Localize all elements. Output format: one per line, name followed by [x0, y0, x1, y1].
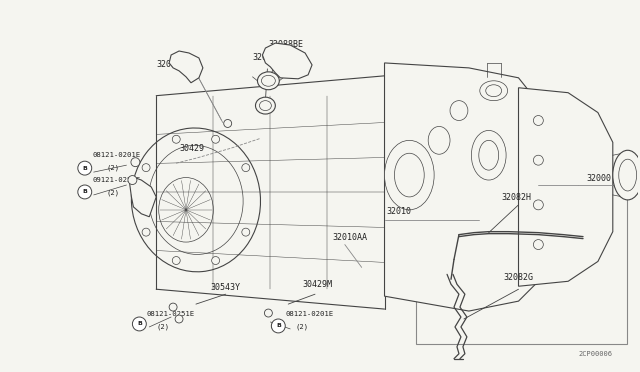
Text: 30543Y: 30543Y	[211, 283, 241, 292]
Ellipse shape	[450, 101, 468, 121]
Ellipse shape	[385, 140, 434, 210]
Text: B: B	[137, 321, 142, 327]
Circle shape	[172, 135, 180, 143]
Text: 32082H: 32082H	[502, 193, 532, 202]
Ellipse shape	[479, 140, 499, 170]
Text: (2): (2)	[295, 324, 308, 330]
Ellipse shape	[131, 128, 260, 272]
Text: B: B	[276, 323, 281, 328]
Circle shape	[172, 257, 180, 264]
Circle shape	[128, 176, 137, 185]
Ellipse shape	[612, 150, 640, 200]
Text: 08121-0201E: 08121-0201E	[93, 152, 141, 158]
Circle shape	[175, 315, 183, 323]
Polygon shape	[385, 63, 538, 311]
Ellipse shape	[472, 131, 506, 180]
Circle shape	[212, 257, 220, 264]
Polygon shape	[518, 88, 612, 286]
Circle shape	[142, 164, 150, 171]
Circle shape	[78, 161, 92, 175]
Circle shape	[271, 322, 279, 330]
Circle shape	[242, 228, 250, 236]
Circle shape	[271, 319, 285, 333]
Circle shape	[533, 240, 543, 250]
Text: B: B	[83, 166, 87, 171]
Text: 32082G: 32082G	[504, 273, 534, 282]
Text: 32088BE: 32088BE	[268, 39, 303, 49]
Circle shape	[533, 155, 543, 165]
Text: (2): (2)	[107, 165, 120, 171]
Text: 2CP00006: 2CP00006	[579, 351, 612, 357]
Text: B: B	[83, 189, 87, 195]
Bar	[416, 185, 627, 344]
Circle shape	[224, 119, 232, 128]
Text: 30429: 30429	[179, 144, 204, 153]
Circle shape	[264, 309, 273, 317]
Text: 32010AA: 32010AA	[332, 233, 367, 242]
Ellipse shape	[159, 177, 213, 242]
Circle shape	[78, 185, 92, 199]
Ellipse shape	[394, 153, 424, 197]
Ellipse shape	[259, 101, 271, 110]
Circle shape	[142, 228, 150, 236]
Circle shape	[242, 164, 250, 171]
Text: 32000: 32000	[586, 174, 611, 183]
Text: (2): (2)	[156, 324, 170, 330]
Text: (2): (2)	[107, 190, 120, 196]
Ellipse shape	[255, 97, 275, 114]
Circle shape	[533, 200, 543, 210]
Circle shape	[533, 116, 543, 125]
Ellipse shape	[480, 81, 508, 101]
Text: 08121-0201E: 08121-0201E	[285, 311, 333, 317]
Ellipse shape	[428, 126, 450, 154]
Text: 09121-0251E: 09121-0251E	[93, 177, 141, 183]
Text: 32010: 32010	[387, 207, 412, 216]
Ellipse shape	[148, 145, 243, 254]
Text: 30429M: 30429M	[302, 280, 332, 289]
Polygon shape	[129, 177, 156, 217]
Text: 32010A: 32010A	[156, 60, 186, 70]
Circle shape	[169, 303, 177, 311]
Circle shape	[212, 135, 220, 143]
Ellipse shape	[257, 72, 279, 90]
Ellipse shape	[262, 76, 275, 86]
Circle shape	[132, 317, 147, 331]
Text: 08121-0251E: 08121-0251E	[147, 311, 195, 317]
Circle shape	[131, 158, 140, 167]
Ellipse shape	[619, 159, 637, 191]
Polygon shape	[262, 43, 312, 79]
Polygon shape	[169, 51, 203, 83]
Ellipse shape	[486, 85, 502, 97]
Text: 32088E: 32088E	[253, 54, 282, 62]
